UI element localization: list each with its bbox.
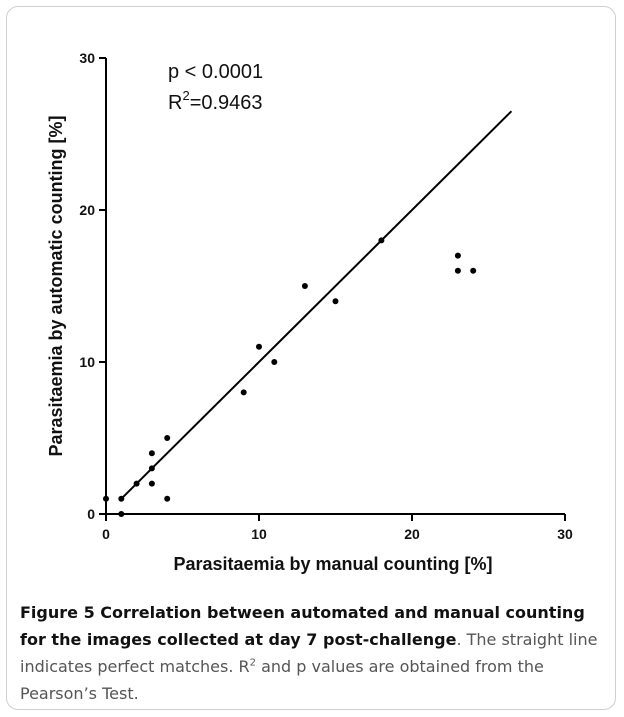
p-value-annotation: p < 0.0001 bbox=[168, 61, 263, 83]
x-tick-label: 30 bbox=[557, 526, 573, 542]
data-point bbox=[454, 267, 461, 274]
data-point bbox=[148, 480, 155, 487]
data-point bbox=[301, 283, 308, 289]
figure-caption: Figure 5 Correlation between automated a… bbox=[20, 599, 610, 707]
caption-text-2: and p values are obtained from the Pears… bbox=[20, 657, 544, 703]
data-point bbox=[148, 465, 155, 472]
y-axis-title: Parasitaemia by automatic counting [%] bbox=[46, 115, 66, 456]
x-axis-title: Parasitaemia by manual counting [%] bbox=[173, 554, 492, 574]
x-tick-label: 10 bbox=[251, 526, 267, 542]
scatter-chart: 0 10 20 30 0 10 20 30 p < 0.0001 R2=0.9463 Para… bbox=[46, 50, 573, 574]
data-point bbox=[332, 298, 339, 305]
data-point bbox=[164, 495, 171, 502]
r2-value: =0.9463 bbox=[190, 92, 263, 114]
r2-annotation: R2=0.9463 bbox=[168, 88, 263, 114]
r2-superscript: 2 bbox=[182, 88, 189, 103]
figure-frame bbox=[6, 6, 616, 710]
data-point bbox=[454, 252, 461, 259]
x-tick-label: 0 bbox=[102, 526, 110, 542]
x-tick-label: 20 bbox=[404, 526, 420, 542]
data-point bbox=[240, 389, 247, 396]
fit-line-group bbox=[120, 110, 513, 500]
axes bbox=[105, 58, 565, 515]
perfect-match-line bbox=[120, 110, 513, 500]
data-point bbox=[118, 511, 125, 517]
y-tick-label: 20 bbox=[79, 202, 95, 218]
data-point bbox=[133, 480, 140, 487]
data-point bbox=[148, 450, 155, 457]
data-point bbox=[118, 495, 125, 502]
y-tick-label: 10 bbox=[79, 354, 95, 370]
y-tick-label: 0 bbox=[87, 506, 95, 522]
caption-title: Figure 5 Correlation between automated a… bbox=[20, 603, 585, 649]
data-point bbox=[164, 435, 171, 441]
ticks: 0 10 20 30 0 10 20 30 bbox=[79, 50, 573, 542]
y-tick-label: 30 bbox=[79, 50, 95, 66]
data-point bbox=[271, 359, 278, 365]
data-point bbox=[470, 267, 477, 274]
data-points bbox=[103, 237, 477, 517]
data-point bbox=[256, 343, 262, 350]
caption-text-1: . The straight line indicates perfect ma… bbox=[20, 630, 598, 676]
data-point bbox=[378, 237, 385, 244]
caption-superscript: 2 bbox=[249, 657, 256, 669]
data-point bbox=[103, 495, 109, 502]
r2-label: R bbox=[168, 92, 182, 114]
